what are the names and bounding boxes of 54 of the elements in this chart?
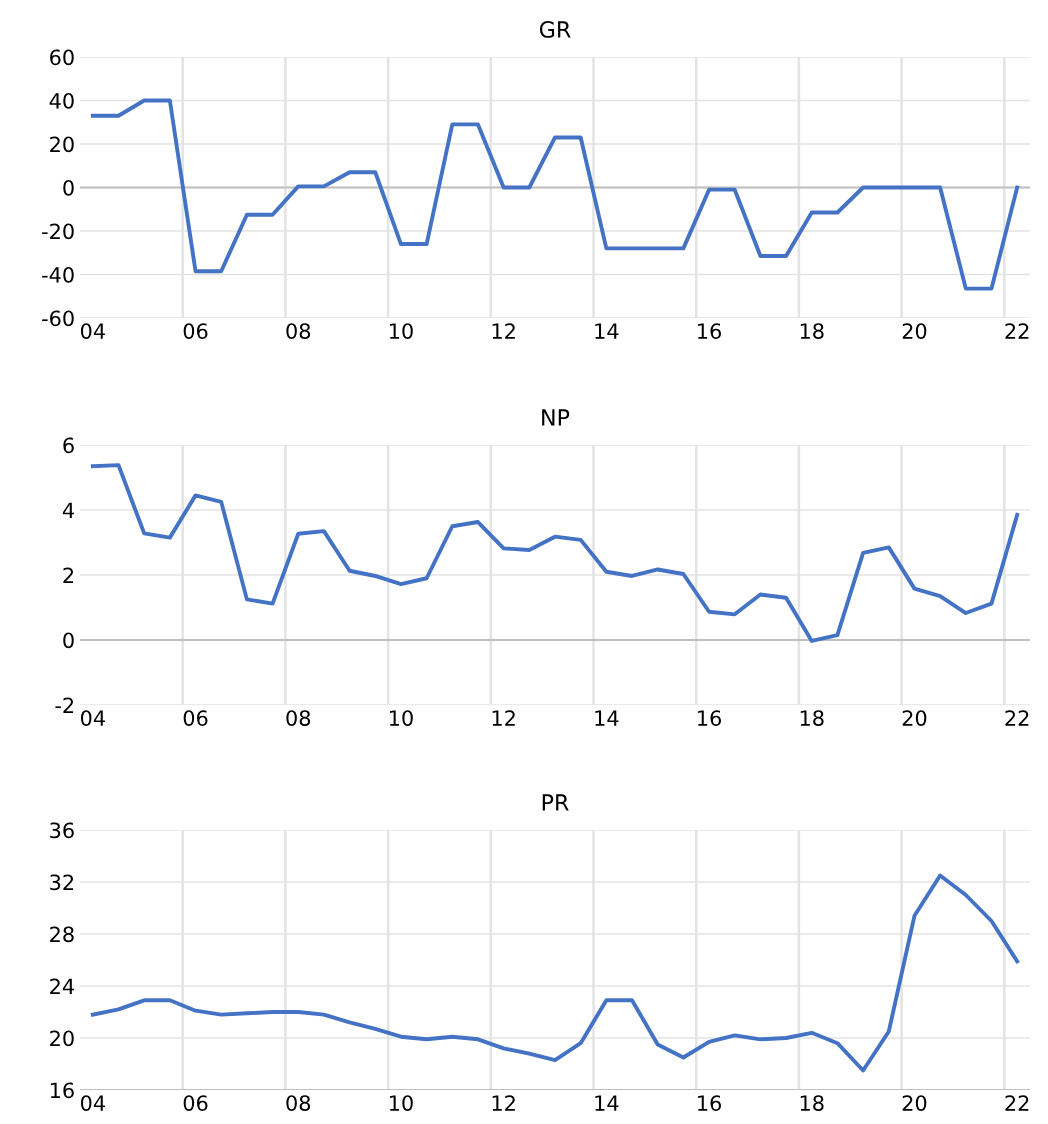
x-tick-label: 04 bbox=[80, 323, 105, 339]
y-tick-label: 28 bbox=[50, 926, 74, 943]
x-tick-label: 06 bbox=[183, 1095, 208, 1111]
x-tick-label: 22 bbox=[1005, 1095, 1029, 1111]
x-tick-label: 16 bbox=[698, 1095, 721, 1111]
line-series bbox=[90, 873, 1020, 1073]
x-tick-label: 18 bbox=[800, 710, 824, 726]
y-tick-label: 2 bbox=[63, 567, 74, 583]
y-tick-label: 6 bbox=[63, 437, 74, 454]
x-tick-label: 04 bbox=[80, 1095, 105, 1111]
x-tick-label: 20 bbox=[902, 1095, 927, 1111]
y-tick-label: 32 bbox=[50, 874, 74, 891]
x-tick-label: 06 bbox=[183, 710, 208, 726]
x-tick-label: 10 bbox=[389, 1095, 413, 1111]
line-series bbox=[90, 98, 1020, 291]
y-tick-label: 16 bbox=[50, 1082, 74, 1099]
x-tick-label: 04 bbox=[80, 710, 105, 726]
y-tick-label: 36 bbox=[50, 822, 74, 839]
y-tick-label: -2 bbox=[55, 697, 74, 713]
x-tick-label: 20 bbox=[902, 710, 927, 726]
y-tick-label: 24 bbox=[50, 978, 74, 994]
chart-title: PR bbox=[542, 794, 569, 811]
y-tick-label: 40 bbox=[49, 92, 74, 109]
y-tick-label: 20 bbox=[50, 136, 74, 153]
chart-title: NP bbox=[542, 409, 570, 426]
y-tick-label: 60 bbox=[50, 49, 74, 66]
y-tick-label: 0 bbox=[63, 179, 74, 196]
x-tick-label: 16 bbox=[698, 323, 721, 339]
x-tick-label: 08 bbox=[286, 1095, 311, 1111]
y-tick-label: 20 bbox=[50, 1030, 74, 1047]
x-tick-label: 06 bbox=[183, 323, 208, 339]
x-tick-label: 22 bbox=[1005, 710, 1029, 726]
x-tick-label: 12 bbox=[492, 710, 515, 726]
x-tick-label: 22 bbox=[1005, 323, 1029, 339]
y-tick-label: -60 bbox=[42, 310, 74, 327]
x-tick-label: 12 bbox=[492, 323, 515, 339]
x-tick-label: 18 bbox=[800, 323, 824, 339]
x-tick-label: 10 bbox=[389, 710, 413, 726]
x-tick-label: 14 bbox=[595, 1095, 619, 1111]
y-tick-label: -40 bbox=[42, 266, 74, 283]
x-tick-label: 12 bbox=[492, 1095, 515, 1111]
x-tick-label: 10 bbox=[389, 323, 413, 339]
y-tick-label: 0 bbox=[63, 632, 74, 649]
x-tick-label: 08 bbox=[286, 323, 311, 339]
y-tick-label: 4 bbox=[62, 502, 74, 518]
chart-title: GR bbox=[539, 21, 571, 38]
x-tick-label: 08 bbox=[286, 710, 311, 726]
x-tick-label: 14 bbox=[595, 710, 619, 726]
x-tick-label: 16 bbox=[698, 710, 721, 726]
x-tick-label: 18 bbox=[800, 1095, 824, 1111]
y-tick-label: -20 bbox=[42, 223, 74, 240]
line-series bbox=[90, 463, 1020, 643]
x-tick-label: 14 bbox=[595, 323, 619, 339]
x-tick-label: 20 bbox=[902, 323, 927, 339]
